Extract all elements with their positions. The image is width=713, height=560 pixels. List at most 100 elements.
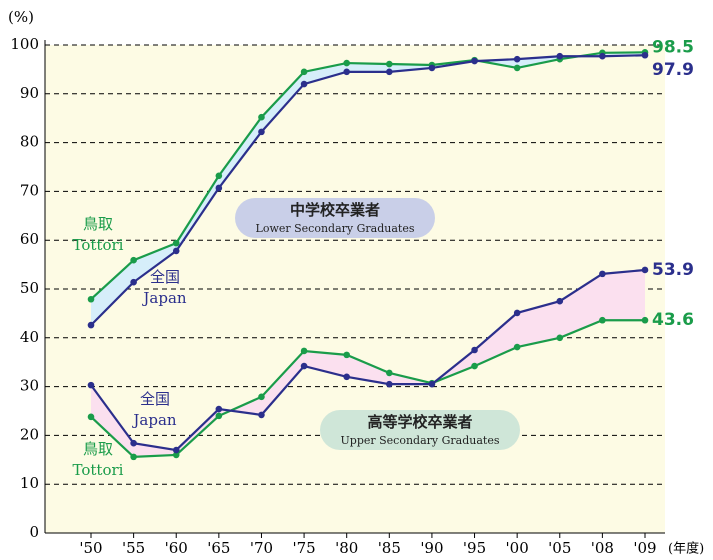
series-label-en: Japan	[131, 411, 177, 429]
point	[471, 346, 478, 354]
x-tick-label: '70	[250, 539, 273, 557]
y-tick-label: 60	[20, 230, 39, 248]
x-tick-label: '65	[207, 539, 230, 557]
point	[215, 412, 223, 420]
y-tick-label: 100	[10, 35, 39, 53]
y-tick-label: 0	[29, 523, 39, 541]
point	[386, 380, 393, 388]
series-label: 鳥取	[83, 440, 113, 458]
point	[343, 59, 350, 67]
line	[90, 319, 645, 458]
point	[556, 52, 564, 60]
x-tick-label: '55	[122, 539, 145, 557]
y-tick-label: 10	[20, 474, 39, 492]
point	[300, 347, 308, 355]
x-tick-label: '85	[378, 539, 401, 557]
point	[172, 247, 180, 255]
series-label-en: Japan	[141, 289, 187, 307]
point	[87, 381, 95, 389]
point	[641, 51, 649, 59]
point	[599, 52, 606, 60]
line	[90, 268, 646, 452]
series-label: 全国	[150, 268, 180, 286]
point	[641, 266, 649, 274]
group-pill	[235, 198, 435, 238]
point	[258, 393, 265, 401]
point	[599, 270, 606, 278]
point	[513, 343, 521, 351]
point	[130, 453, 137, 461]
point	[130, 278, 137, 286]
point	[87, 413, 95, 421]
x-tick-label: '80	[335, 539, 358, 557]
series-label-en: Tottori	[73, 461, 124, 479]
x-tick-label: '75	[292, 539, 315, 557]
x-tick-label: '60	[165, 539, 188, 557]
point	[471, 362, 478, 370]
x-tick-label: '09	[633, 539, 656, 557]
x-tick-label: '05	[548, 539, 571, 557]
point	[343, 373, 350, 381]
end-label: 98.5	[652, 37, 694, 57]
band-fill	[91, 269, 645, 457]
x-tick-label: '08	[591, 539, 614, 557]
x-tick-label: '95	[463, 539, 486, 557]
point	[172, 239, 180, 247]
point	[300, 68, 308, 76]
point	[172, 446, 180, 454]
line	[90, 51, 646, 301]
y-tick-label: 20	[20, 425, 39, 443]
point	[556, 334, 564, 342]
x-axis-unit: (年度)	[668, 541, 704, 557]
end-label: 97.9	[652, 60, 694, 80]
point	[386, 60, 393, 68]
y-tick-label: 80	[20, 133, 39, 151]
point	[130, 439, 137, 447]
point	[215, 184, 223, 192]
line	[90, 54, 646, 326]
y-tick-label: 70	[20, 181, 39, 199]
point	[258, 411, 265, 419]
point	[215, 172, 223, 180]
point	[386, 369, 393, 377]
point	[258, 128, 265, 136]
point	[215, 405, 223, 413]
point	[471, 57, 478, 65]
end-label: 53.9	[652, 260, 694, 280]
point	[300, 362, 308, 370]
y-tick-label: 90	[20, 84, 39, 102]
point	[513, 55, 521, 63]
y-axis-label: (%)	[8, 8, 34, 26]
end-label: 43.6	[652, 310, 694, 330]
point	[386, 68, 393, 76]
point	[428, 380, 436, 388]
point	[258, 113, 265, 121]
point	[87, 321, 95, 329]
point	[87, 295, 95, 303]
series-label: 全国	[140, 390, 170, 408]
group-subtitle: Upper Secondary Graduates	[341, 434, 500, 447]
y-tick-label: 50	[20, 279, 39, 297]
y-tick-label: 40	[20, 328, 39, 346]
x-tick-label: '90	[420, 539, 443, 557]
series-label: 鳥取	[83, 215, 113, 233]
x-tick-label: '50	[79, 539, 102, 557]
point	[513, 309, 521, 317]
point	[513, 64, 521, 72]
y-tick-label: 30	[20, 377, 39, 395]
group-title: 中学校卒業者	[290, 201, 380, 219]
group-subtitle: Lower Secondary Graduates	[256, 222, 415, 235]
point	[556, 297, 564, 305]
series-label-en: Tottori	[73, 236, 124, 254]
x-tick-label: '00	[506, 539, 529, 557]
point	[343, 351, 350, 359]
point	[130, 256, 137, 264]
point	[428, 64, 436, 72]
point	[300, 80, 308, 88]
group-title: 高等学校卒業者	[367, 413, 472, 431]
group-pill	[320, 410, 520, 450]
point	[599, 316, 606, 324]
point	[641, 316, 649, 324]
point	[343, 68, 350, 76]
